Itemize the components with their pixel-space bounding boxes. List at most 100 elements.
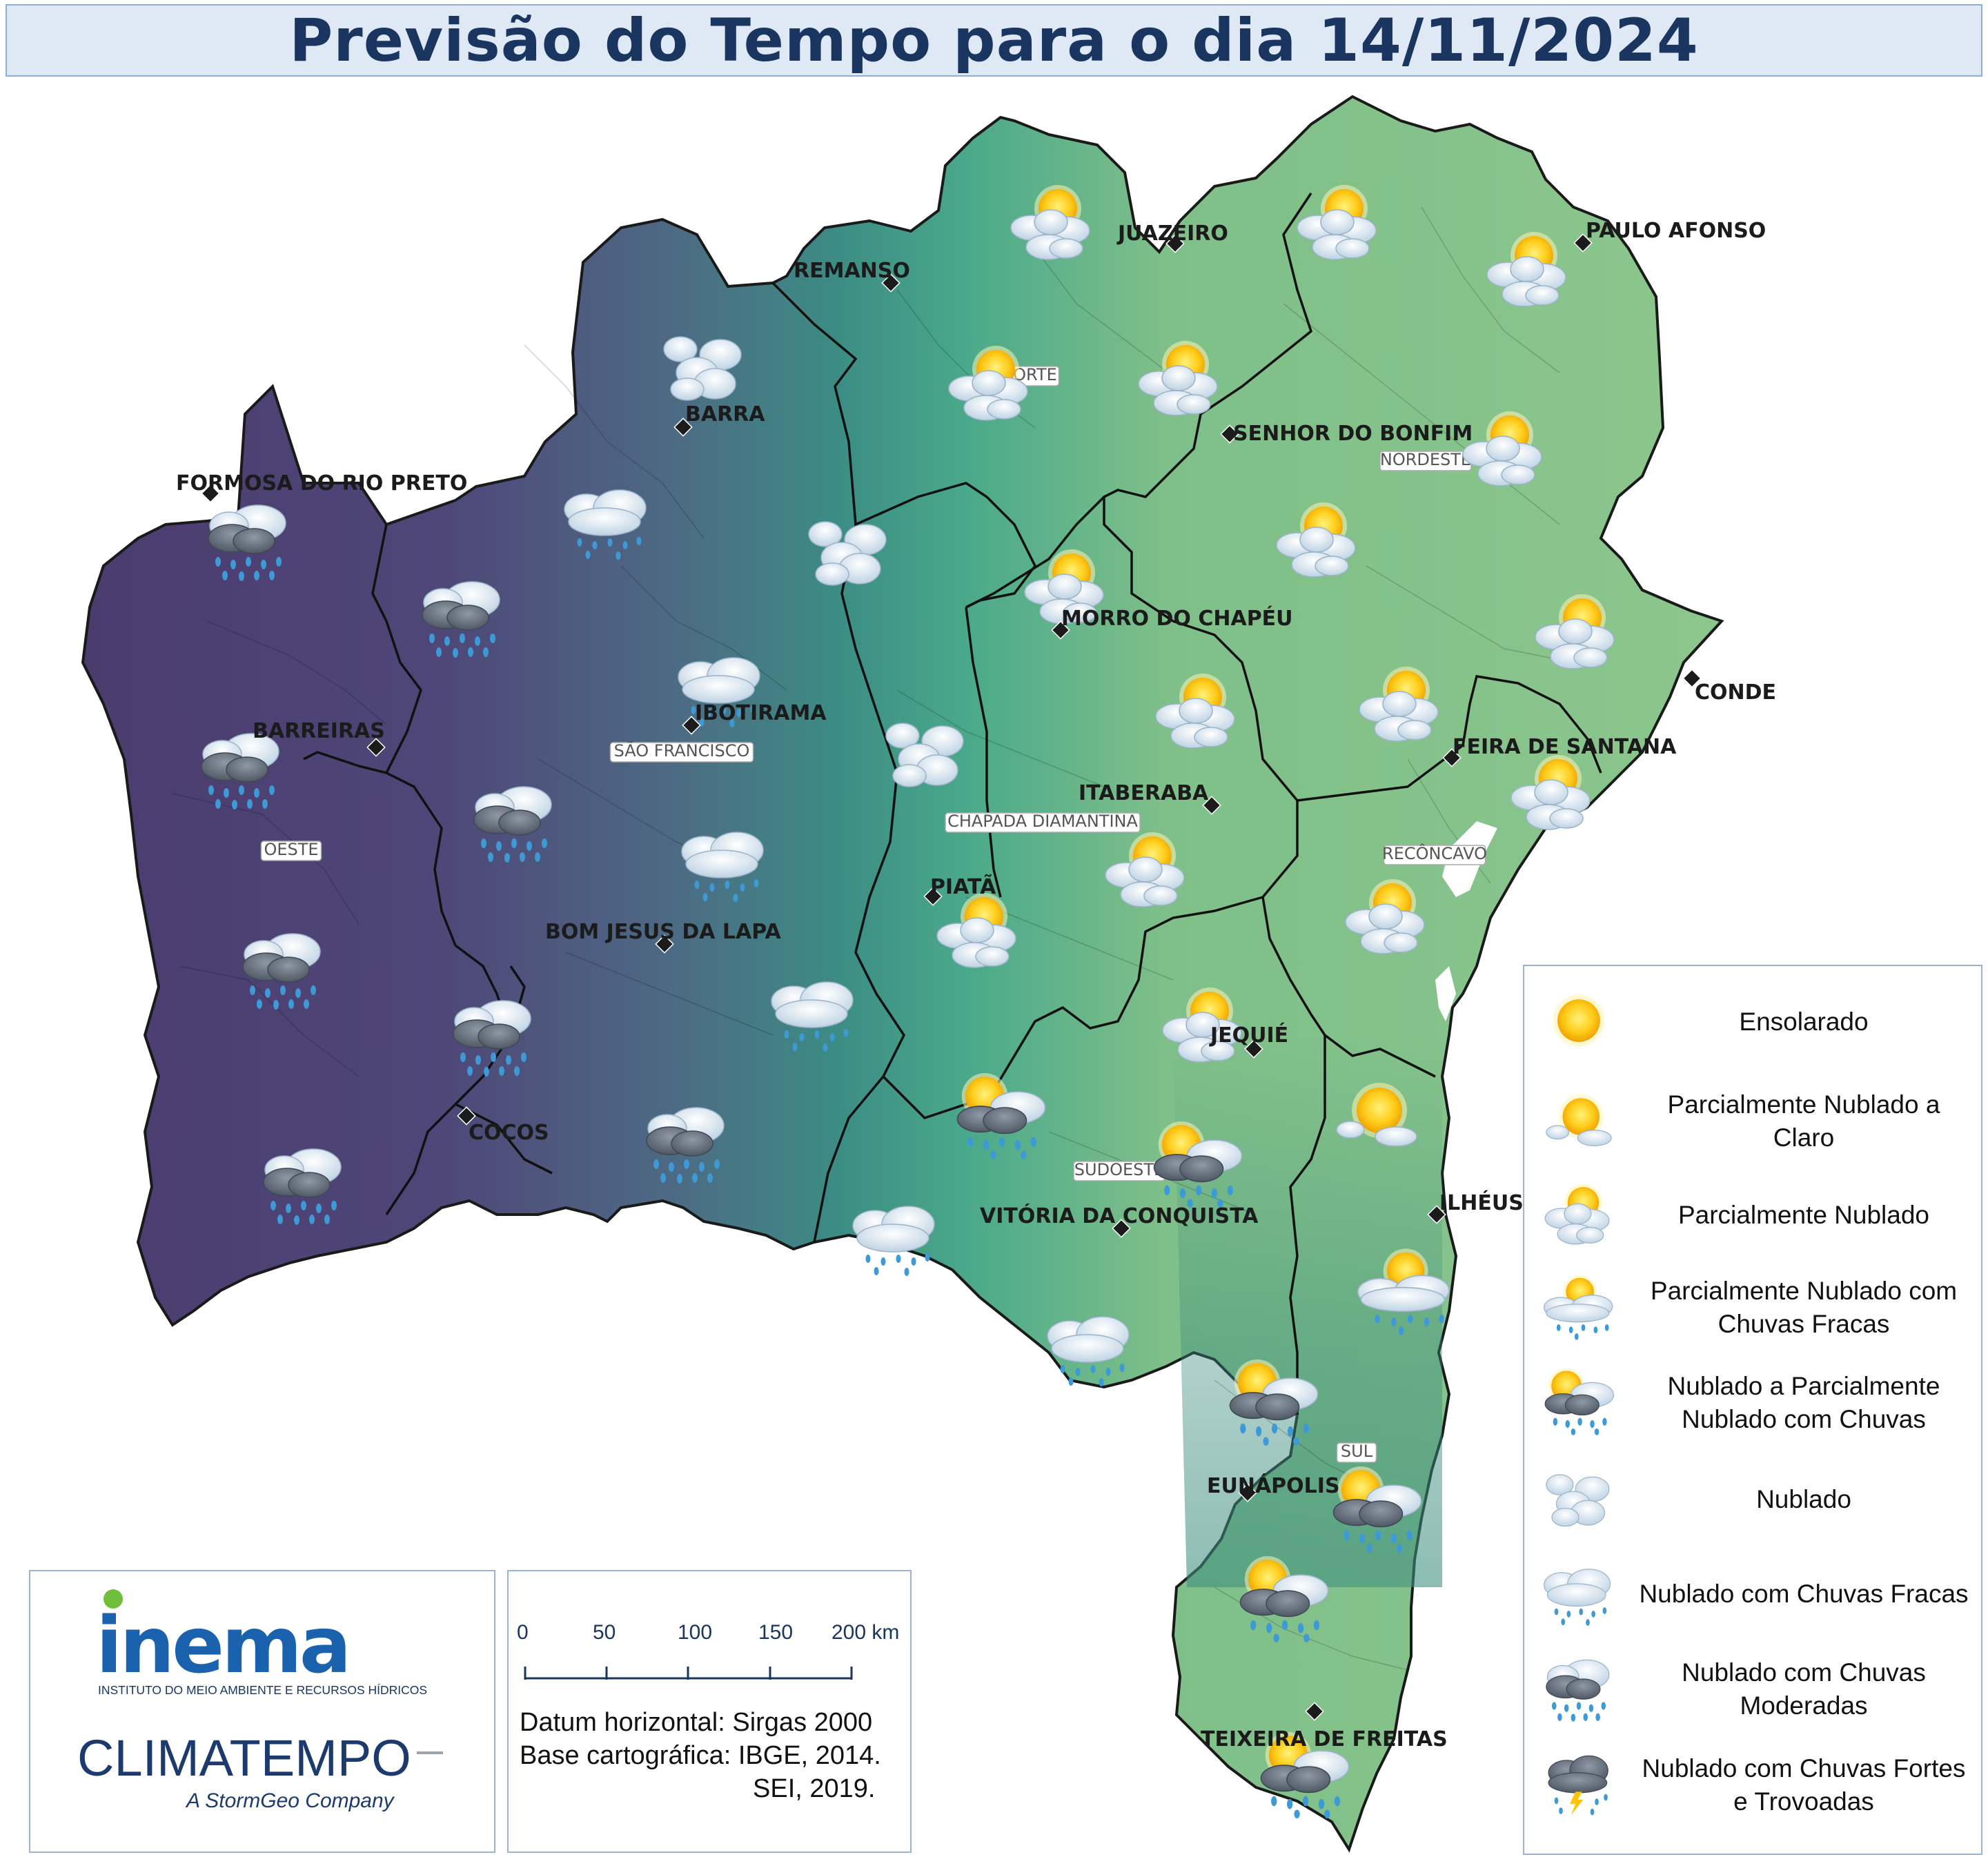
base-cartografica-text-2: SEI, 2019. [753, 1774, 876, 1803]
region-label-bg [260, 841, 322, 861]
region-label-bg [1383, 845, 1486, 865]
legend-label: Nublado com Chuvas Fracas [1639, 1579, 1969, 1608]
city-marker [1305, 1702, 1324, 1721]
city-marker [201, 484, 220, 503]
city-label: ITABERABA [1079, 781, 1209, 805]
datum-text: Datum horizontal: Sirgas 2000 [520, 1708, 873, 1737]
legend-item: Ensolarado [1524, 977, 1984, 1067]
city-marker [1442, 748, 1462, 767]
city-label: SENHOR DO BONFIM [1233, 422, 1473, 446]
climatempo-logo-subtitle: A StormGeo Company [185, 1789, 395, 1812]
map-title: Previsão do Tempo para o dia 14/11/2024 [289, 6, 1699, 75]
region-label: CHAPADA DIAMANTINA [947, 812, 1138, 831]
city-label: VITÓRIA DA CONQUISTA [980, 1203, 1259, 1228]
region-label-bg [609, 742, 754, 763]
legend-item: Nublado a Parcialmente Nublado com Chuva… [1524, 1358, 1984, 1448]
city-marker [1165, 234, 1185, 253]
city-label: EUNÁPOLIS [1207, 1473, 1340, 1498]
city-marker [655, 934, 674, 954]
cloud-light-rain-icon [1544, 1569, 1611, 1627]
region-label: SUDOESTE [1074, 1160, 1164, 1179]
scale-tick-label: 0 [517, 1621, 529, 1644]
city-marker [1682, 669, 1702, 688]
sun-icon [1553, 994, 1605, 1047]
city-marker [1112, 1219, 1131, 1238]
dark-cloud-rain-icon [1546, 1659, 1610, 1722]
city-label: BOM JESUS DA LAPA [545, 920, 781, 944]
logo-box: inema INSTITUTO DO MEIO AMBIENTE E RECUR… [29, 1570, 495, 1853]
storm-cloud-lightning-icon [1548, 1755, 1608, 1816]
city-label: COCOS [469, 1121, 549, 1145]
legend-item: Parcialmente Nublado [1524, 1170, 1984, 1260]
city-marker [366, 738, 386, 757]
city-label: IBOTIRAMA [695, 701, 827, 725]
city-marker [1238, 1483, 1257, 1502]
city-marker [457, 1106, 476, 1126]
city-marker [1244, 1039, 1263, 1059]
city-label: PAULO AFONSO [1586, 219, 1766, 243]
city-label: PIATÃ [930, 874, 996, 899]
city-marker [673, 418, 693, 437]
legend-item: Parcialmente Nublado com Chuvas Fracas [1524, 1263, 1984, 1353]
region-label: SUL [1341, 1442, 1373, 1461]
city-marker [1427, 1205, 1446, 1224]
legend-item: Nublado com Chuvas Fortes e Trovoadas [1524, 1740, 1984, 1830]
city-marker [682, 716, 701, 735]
region-label: NORDESTE [1380, 450, 1471, 469]
city-marker [1202, 796, 1221, 815]
scale-tick-label: 50 [593, 1621, 616, 1644]
logos: inema INSTITUTO DO MEIO AMBIENTE E RECUR… [77, 1589, 443, 1812]
city-marker [1573, 233, 1593, 253]
city-label: CONDE [1695, 680, 1776, 705]
city-label: TEIXEIRA DE FREITAS [1201, 1727, 1448, 1751]
sun-dark-cloud-rain-icon [1544, 1368, 1614, 1435]
legend-label: Parcialmente Nublado a Claro [1667, 1090, 1940, 1152]
scale-bar [524, 1667, 853, 1680]
city-layer: JUAZEIRO PAULO AFONSO REMANSO BARRA SENHOR D… [176, 219, 1776, 1751]
region-label-bg [1336, 1442, 1377, 1463]
scale-tick-label: 100 [678, 1621, 713, 1644]
city-marker [1051, 620, 1070, 640]
city-label: JEQUIÉ [1209, 1023, 1288, 1048]
legend-item: Nublado com Chuvas Moderadas [1524, 1644, 1984, 1734]
scale-info-box: 0 50 100 150 200 km Datum horizontal: Sirgas… [507, 1570, 912, 1853]
city-label: ILHÉUS [1439, 1190, 1524, 1215]
legend-label: Parcialmente Nublado com Chuvas Fracas [1650, 1276, 1958, 1338]
city-label: BARREIRAS [253, 719, 385, 743]
inema-logo-text: inema [96, 1601, 348, 1691]
region-label: SÃO FRANCISCO [614, 740, 750, 760]
region-label: RECÔNCAVO [1382, 843, 1487, 863]
sun-clouds-icon [1544, 1183, 1610, 1245]
legend-label: Ensolarado [1739, 1007, 1869, 1036]
legend-item: Nublado com Chuvas Fracas [1524, 1549, 1984, 1639]
legend-item: Parcialmente Nublado a Claro [1524, 1077, 1984, 1166]
city-marker [881, 273, 900, 293]
city-label: FEIRA DE SANTANA [1453, 735, 1677, 759]
region-label: OESTE [264, 840, 318, 859]
clouds-icon [1546, 1474, 1610, 1527]
scale-tick-label: 200 km [831, 1621, 900, 1644]
legend-label: Nublado [1756, 1484, 1851, 1513]
city-label: JUAZEIRO [1116, 222, 1228, 246]
scale-tick-label: 150 [758, 1621, 794, 1644]
legend-label: Parcialmente Nublado [1677, 1200, 1930, 1229]
base-cartografica-text: Base cartográfica: IBGE, 2014. [520, 1741, 881, 1770]
climatempo-logo-text: CLIMATEMPO [77, 1729, 411, 1787]
city-label: BARRA [685, 402, 765, 426]
city-marker [923, 887, 943, 906]
inema-logo-subtitle: INSTITUTO DO MEIO AMBIENTE E RECURSOS HÍ… [98, 1683, 427, 1697]
city-label: REMANSO [794, 259, 910, 283]
legend-item: Nublado [1524, 1455, 1984, 1544]
city-label: MORRO DO CHAPÉU [1061, 606, 1293, 631]
region-boundaries [303, 193, 1602, 1415]
sun-small-cloud-icon [1546, 1094, 1612, 1146]
forecast-legend: Ensolarado Parcialmente Nublado a Claro Pa… [1523, 965, 1982, 1855]
city-label: FORMOSA DO RIO PRETO [176, 471, 467, 495]
legend-label: Nublado com Chuvas Fortes e Trovoadas [1642, 1754, 1966, 1816]
map-title-bar: Previsão do Tempo para o dia 14/11/2024 [6, 4, 1982, 77]
legend-label: Nublado com Chuvas Moderadas [1682, 1658, 1926, 1720]
sun-cloud-light-rain-icon [1544, 1274, 1613, 1340]
region-label-bg [945, 812, 1141, 833]
